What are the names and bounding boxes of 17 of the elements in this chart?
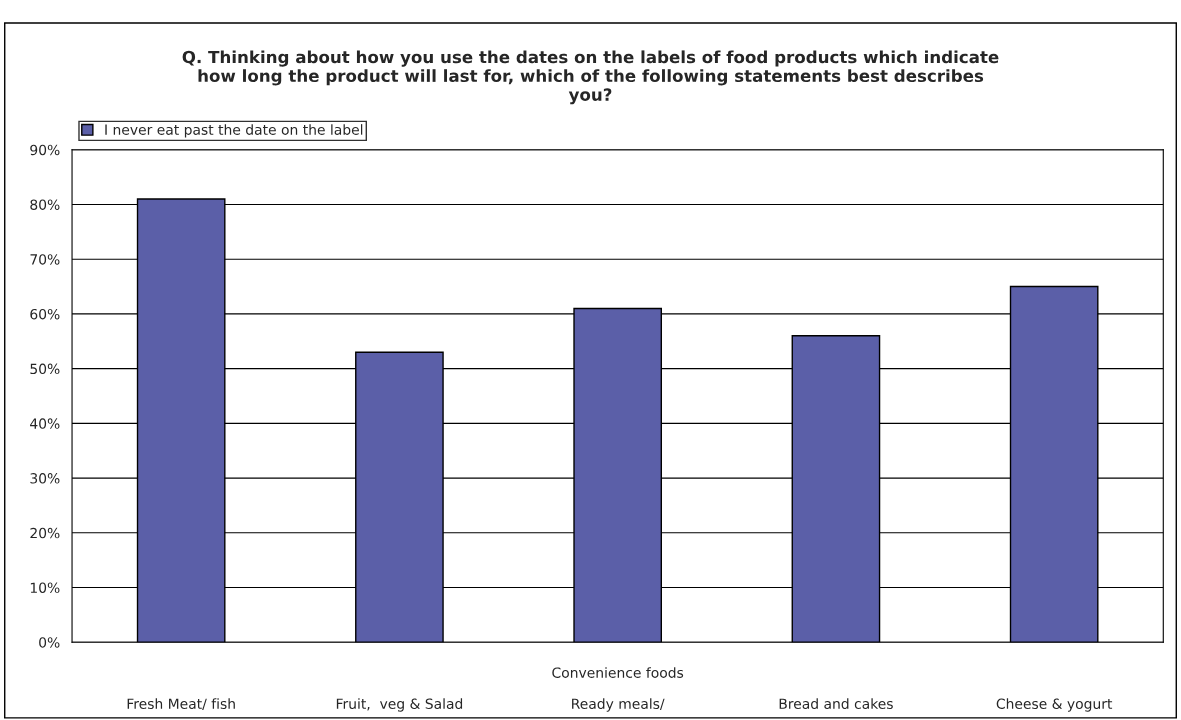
x-tick-label: Bread and cakes: [779, 698, 893, 709]
y-tick-label: 90%: [30, 144, 60, 156]
y-tick-label: 10%: [30, 582, 60, 593]
y-tick-label: 40%: [30, 418, 60, 429]
y-tick-label: 30%: [30, 473, 60, 484]
y-tick-label: 20%: [30, 527, 60, 539]
y-tick-label: 70%: [30, 254, 60, 265]
legend-label: I never eat past the date on the label: [105, 124, 363, 138]
y-tick-label: 50%: [30, 363, 60, 375]
x-tick-label: Fresh Meat/ fish: [127, 698, 235, 711]
x-tick-label: Fruit, veg & Salad: [336, 698, 463, 712]
x-tick-label: Cheese & yogurt: [996, 698, 1113, 712]
y-tick-label: 80%: [30, 199, 60, 210]
y-tick-label: 0%: [39, 637, 60, 648]
chart-title: Q. Thinking about how you use the dates on the labels of food products which indicate how long the product will last for, which of the following statements best describes you?: [182, 50, 999, 105]
y-tick-label: 60%: [30, 308, 60, 320]
category-label: Convenience foods Ready meals/: [552, 667, 684, 712]
